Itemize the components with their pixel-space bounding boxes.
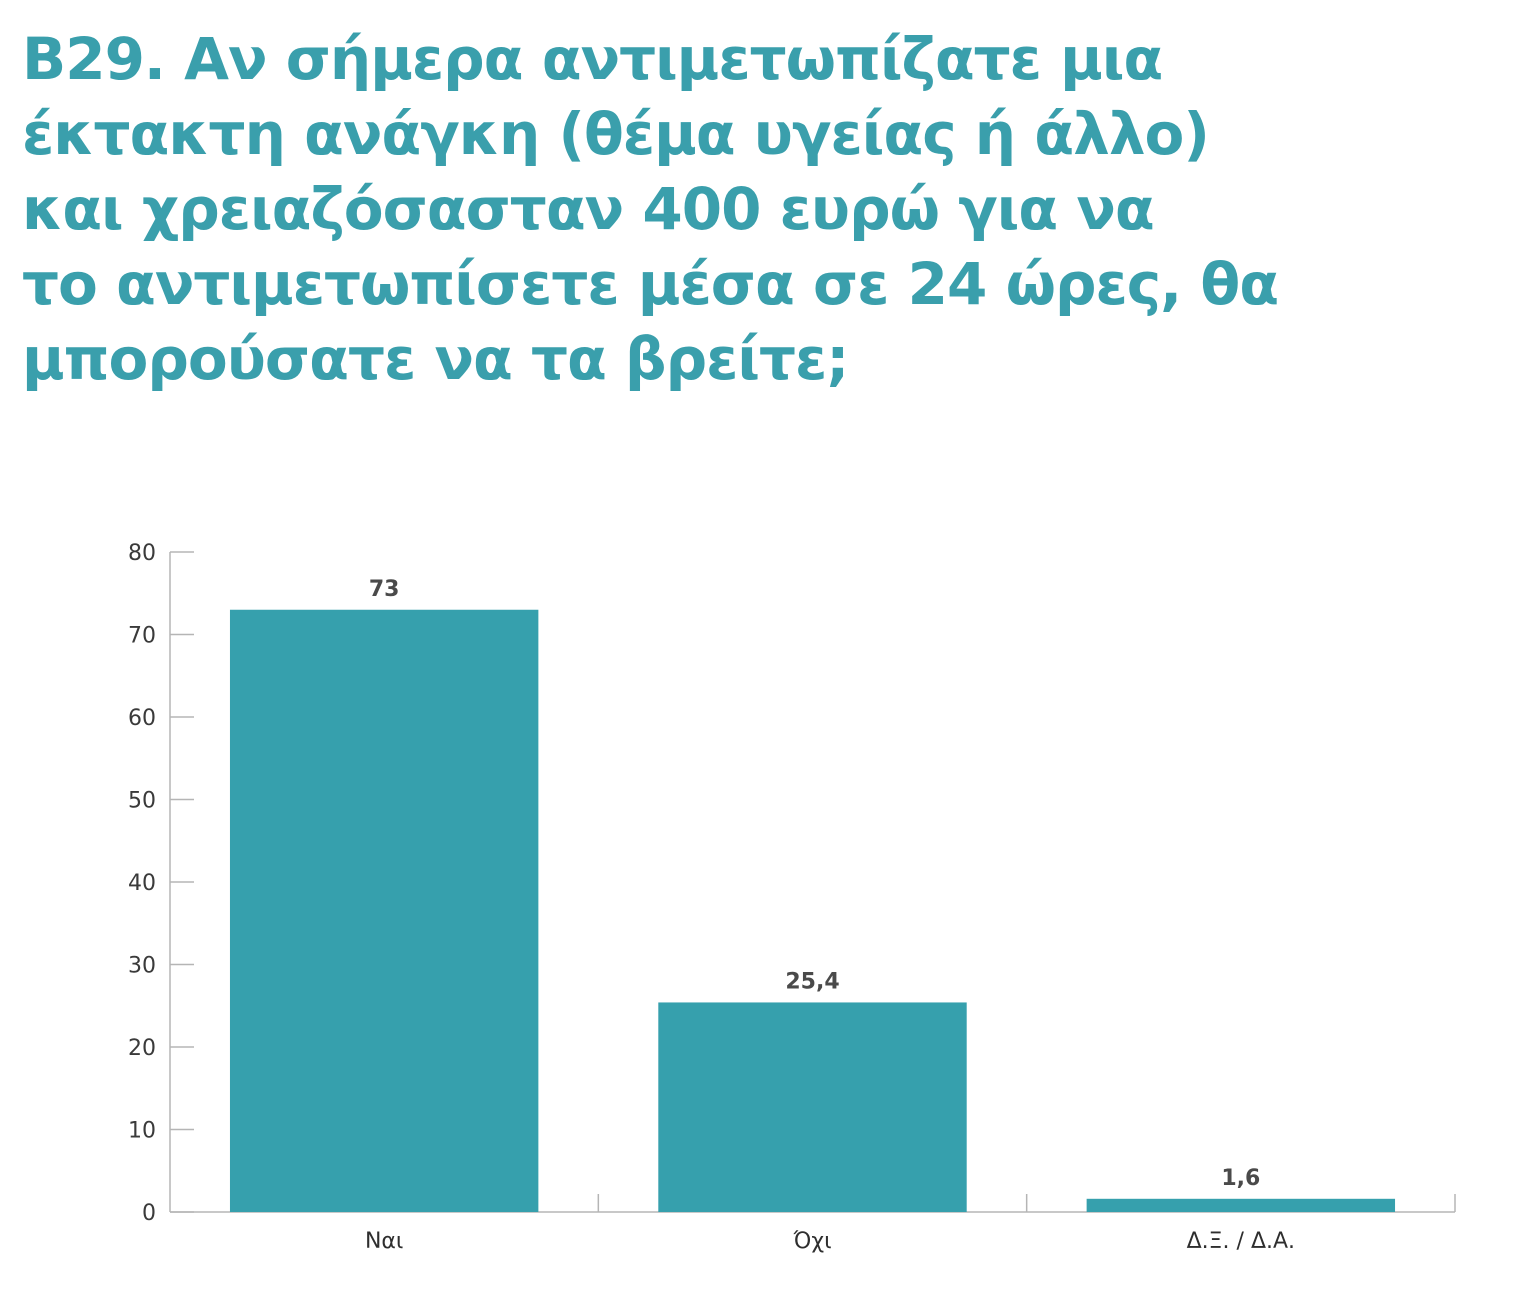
chart-title-line: έκτακτη ανάγκη (θέμα υγείας ή άλλο) [22,100,1210,168]
data-label: 73 [369,577,400,602]
y-tick-label: 60 [128,706,156,731]
bar [658,1002,967,1212]
x-category-label: Δ.Ξ. / Δ.Α. [1187,1229,1295,1254]
chart-title-line: μπορούσατε να τα βρείτε; [22,325,849,393]
y-tick-label: 50 [128,789,156,814]
bar [1086,1198,1396,1212]
bar [229,609,539,1212]
y-tick-label: 20 [128,1036,156,1061]
y-tick-label: 80 [128,541,156,566]
y-tick-label: 30 [128,954,156,979]
data-label: 25,4 [785,969,839,994]
chart-title-line: και χρειαζόσασταν 400 ευρώ για να [22,175,1155,243]
data-label: 1,6 [1221,1166,1260,1191]
y-tick-label: 0 [142,1201,156,1226]
y-tick-label: 70 [128,624,156,649]
y-tick-label: 40 [128,871,156,896]
y-tick-label: 10 [128,1119,156,1144]
x-category-label: Όχι [792,1229,831,1254]
chart-title-line: το αντιμετωπίσετε μέσα σε 24 ώρες, θα [22,250,1279,318]
x-category-label: Ναι [365,1229,403,1254]
chart-title: B29. Αν σήμερα αντιμετωπίζατε μια έκτακτ… [22,22,1279,397]
chart-title-line: B29. Αν σήμερα αντιμετωπίζατε μια [22,25,1163,93]
